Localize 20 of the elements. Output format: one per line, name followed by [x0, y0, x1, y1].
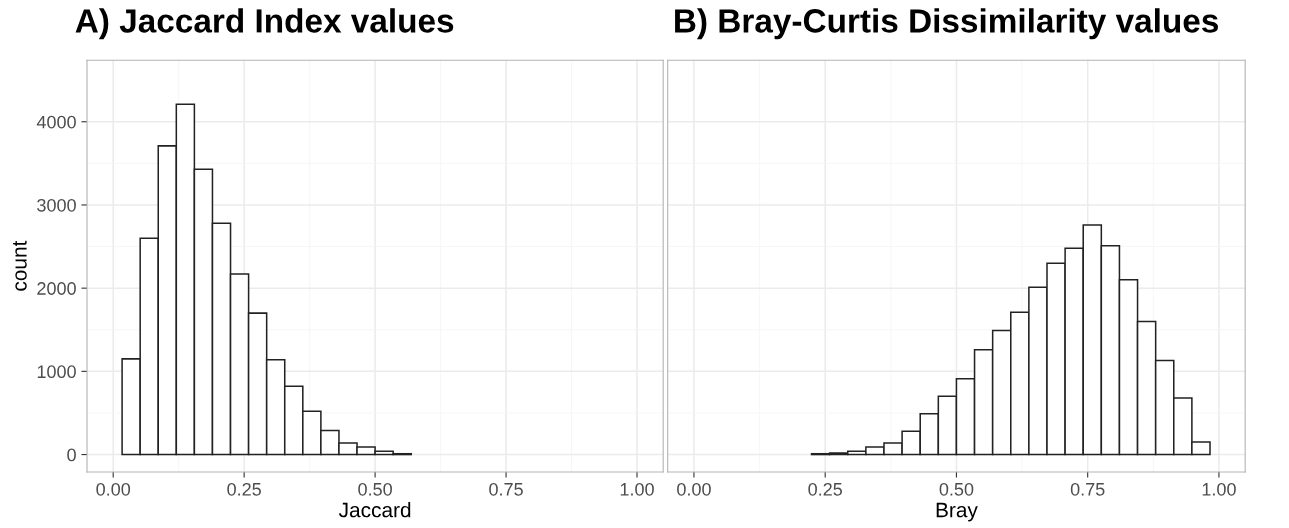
x-tick-label: 0.25 [808, 482, 843, 496]
x-tick-label: 1.00 [620, 482, 654, 496]
y-tick-label: 1000 [37, 365, 76, 379]
x-tick-label: 0.50 [358, 482, 392, 496]
x-tick-label: 0.75 [489, 482, 523, 496]
x-tick-label: 0.00 [677, 482, 711, 496]
x-tick-label: 0.00 [96, 482, 131, 496]
chart-title: B) Bray-Curtis Dissimilarity values [675, 8, 1218, 40]
x-tick-label: 0.75 [1070, 482, 1105, 496]
chart-title: A) Jaccard Index values [75, 8, 454, 40]
y-tick-label: 0 [67, 448, 76, 462]
y-axis-title: count [13, 240, 27, 291]
y-tick-label: 2000 [37, 282, 76, 295]
x-tick-label: 0.25 [227, 482, 261, 496]
x-tick-label: 1.00 [1202, 482, 1236, 496]
y-tick-label: 3000 [37, 198, 76, 212]
y-tick-label: 4000 [36, 115, 76, 129]
x-axis-title: Bray [936, 502, 978, 522]
x-axis-title: Jaccard [338, 502, 411, 518]
x-tick-label: 0.50 [939, 482, 974, 496]
